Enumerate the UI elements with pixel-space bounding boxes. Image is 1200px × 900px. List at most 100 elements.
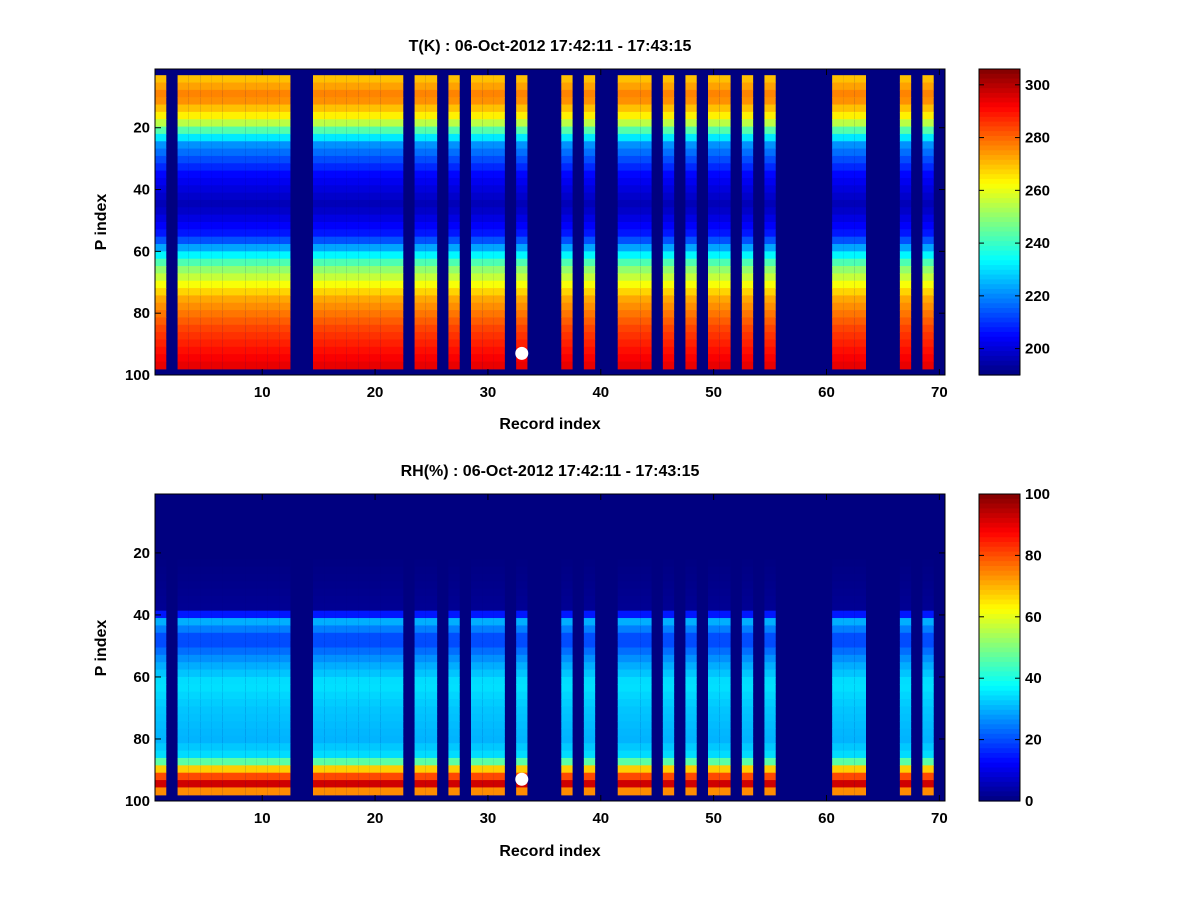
humidity-cell xyxy=(617,529,629,538)
humidity-cell xyxy=(425,662,438,671)
temperature-colorbar-band xyxy=(979,293,1020,300)
temperature-cell xyxy=(640,75,652,84)
temperature-cell xyxy=(922,192,934,201)
temperature-colorbar-band xyxy=(979,260,1020,266)
temperature-cell xyxy=(832,82,844,91)
temperature-colorbar-band xyxy=(979,178,1020,185)
humidity-cell xyxy=(279,529,291,538)
humidity-colorbar-band xyxy=(979,613,1020,620)
humidity-cell xyxy=(335,632,347,641)
humidity-cell xyxy=(719,500,731,509)
humidity-cell xyxy=(764,581,776,590)
temperature-cell xyxy=(854,82,866,91)
humidity-cell xyxy=(234,772,246,781)
temperature-cell xyxy=(516,244,528,252)
humidity-cell xyxy=(425,581,438,590)
humidity-cell xyxy=(256,721,268,730)
temperature-cell xyxy=(414,192,426,201)
temperature-record-column xyxy=(662,75,675,370)
temperature-cell xyxy=(640,148,652,157)
humidity-cell xyxy=(369,595,381,604)
humidity-cell xyxy=(222,743,234,752)
humidity-cell xyxy=(583,735,596,744)
temperature-cell xyxy=(155,163,167,172)
humidity-cell xyxy=(708,603,720,612)
temperature-cell xyxy=(346,280,359,289)
humidity-cell xyxy=(448,625,460,634)
humidity-record-column xyxy=(843,500,855,796)
temperature-cell xyxy=(234,280,246,289)
temperature-cell xyxy=(764,339,776,348)
humidity-cell xyxy=(234,632,246,641)
temperature-cell xyxy=(267,111,280,120)
humidity-cell xyxy=(369,728,381,737)
temperature-cell xyxy=(245,82,257,91)
temperature-cell xyxy=(583,207,596,216)
humidity-cell xyxy=(583,728,596,737)
humidity-cell xyxy=(629,610,641,619)
humidity-cell xyxy=(832,772,844,781)
temperature-cell xyxy=(222,244,234,252)
temperature-colorbar-band xyxy=(979,250,1020,257)
humidity-cell xyxy=(155,735,167,744)
temperature-cell xyxy=(369,97,381,106)
temperature-cell xyxy=(222,354,234,363)
temperature-cell xyxy=(392,280,404,289)
temperature-cell xyxy=(493,317,505,326)
temperature-cell xyxy=(324,126,336,135)
humidity-cell xyxy=(922,676,934,685)
temperature-cell xyxy=(279,163,291,172)
temperature-cell xyxy=(561,192,573,201)
humidity-cell xyxy=(832,684,844,693)
humidity-cell xyxy=(854,699,866,708)
temperature-cell xyxy=(854,170,866,179)
humidity-colorbar-band xyxy=(979,753,1020,759)
temperature-cell xyxy=(843,339,855,348)
humidity-cell xyxy=(211,514,223,523)
temperature-cell xyxy=(719,170,731,179)
humidity-cell xyxy=(662,787,675,796)
humidity-cell xyxy=(188,735,201,744)
temperature-colorbar-band xyxy=(979,222,1020,228)
temperature-cell xyxy=(708,288,720,297)
temperature-cell xyxy=(324,324,336,333)
humidity-cell xyxy=(561,750,573,759)
temperature-cell xyxy=(369,119,381,128)
temperature-cell xyxy=(335,273,347,282)
temperature-cell xyxy=(448,332,460,341)
humidity-cell xyxy=(155,625,167,634)
humidity-cell xyxy=(279,544,291,553)
temperature-cell xyxy=(922,288,934,297)
humidity-cell xyxy=(617,559,629,568)
humidity-cell xyxy=(719,691,731,700)
temperature-cell xyxy=(200,199,212,208)
temperature-cell xyxy=(708,339,720,348)
humidity-cell xyxy=(188,743,201,752)
temperature-cell xyxy=(200,155,212,164)
humidity-cell xyxy=(222,551,234,560)
temperature-cell xyxy=(155,170,167,179)
humidity-cell xyxy=(640,551,652,560)
temperature-cell xyxy=(188,104,201,113)
temperature-cell xyxy=(313,155,325,164)
humidity-cell xyxy=(234,757,246,766)
temperature-cell xyxy=(741,163,754,172)
temperature-cell xyxy=(561,361,573,370)
humidity-cell xyxy=(222,684,234,693)
humidity-cell xyxy=(685,625,697,634)
humidity-cell xyxy=(346,684,359,693)
humidity-cell xyxy=(211,691,223,700)
temperature-cell xyxy=(662,258,675,267)
temperature-cell xyxy=(516,317,528,326)
temperature-cell xyxy=(922,75,934,84)
humidity-cell xyxy=(188,713,201,722)
temperature-cell xyxy=(256,126,268,135)
temperature-cell xyxy=(200,339,212,348)
temperature-cell xyxy=(922,214,934,223)
temperature-cell xyxy=(561,89,573,98)
humidity-cell xyxy=(482,750,494,759)
humidity-cell xyxy=(832,514,844,523)
temperature-cell xyxy=(482,155,494,164)
temperature-colorbar-band xyxy=(979,279,1020,285)
temperature-colorbar-band xyxy=(979,188,1020,194)
